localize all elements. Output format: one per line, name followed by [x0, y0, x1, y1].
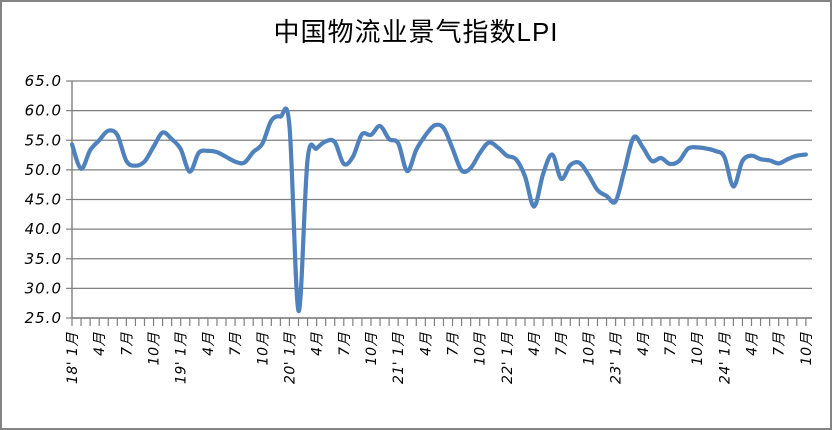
x-axis-label: 7月	[119, 332, 135, 356]
x-axis-label: 22' 1月	[500, 332, 516, 385]
x-axis-label: 7月	[554, 332, 570, 356]
x-axis-label: 4月	[92, 332, 108, 356]
x-axis-label: 4月	[310, 332, 326, 356]
lpi-series-line	[69, 106, 808, 314]
x-axis-label: 4月	[636, 332, 652, 356]
x-axis-label: 7月	[772, 332, 788, 356]
y-axis-label: 25.0	[25, 309, 62, 327]
y-axis-label: 30.0	[25, 279, 62, 297]
x-axis-label: 10月	[473, 332, 489, 366]
x-axis-label: 7月	[337, 332, 353, 356]
x-axis-label: 7月	[446, 332, 462, 356]
chart-title: 中国物流业景气指数LPI	[273, 17, 559, 47]
x-axis-label: 4月	[418, 332, 434, 356]
y-axis-label: 45.0	[25, 191, 62, 209]
x-axis-label: 10月	[147, 332, 163, 366]
x-axis-label: 19' 1月	[174, 332, 190, 385]
x-axis-label: 7月	[663, 332, 679, 356]
y-axis-label: 55.0	[25, 131, 62, 149]
x-axis-label: 4月	[745, 332, 761, 356]
x-axis-label: 10月	[255, 332, 271, 366]
x-axis-label: 23' 1月	[609, 332, 625, 385]
x-axis-label: 7月	[228, 332, 244, 356]
y-axis-label: 40.0	[25, 220, 62, 238]
x-axis-label: 20' 1月	[282, 332, 298, 385]
x-axis-label: 24' 1月	[717, 332, 733, 385]
x-axis-label: 10月	[690, 332, 706, 366]
x-axis-label: 4月	[527, 332, 543, 356]
y-axis-label: 50.0	[25, 161, 62, 179]
y-axis-label: 65.0	[25, 72, 62, 90]
y-axis-label: 60.0	[25, 102, 62, 120]
x-axis-label: 10月	[581, 332, 597, 366]
x-axis-label: 10月	[364, 332, 380, 366]
x-axis-label: 21' 1月	[391, 332, 407, 385]
x-axis-label: 10月	[799, 332, 815, 366]
y-axis-label: 35.0	[25, 250, 62, 268]
x-axis-label: 4月	[201, 332, 217, 356]
x-axis-label: 18' 1月	[65, 332, 81, 385]
